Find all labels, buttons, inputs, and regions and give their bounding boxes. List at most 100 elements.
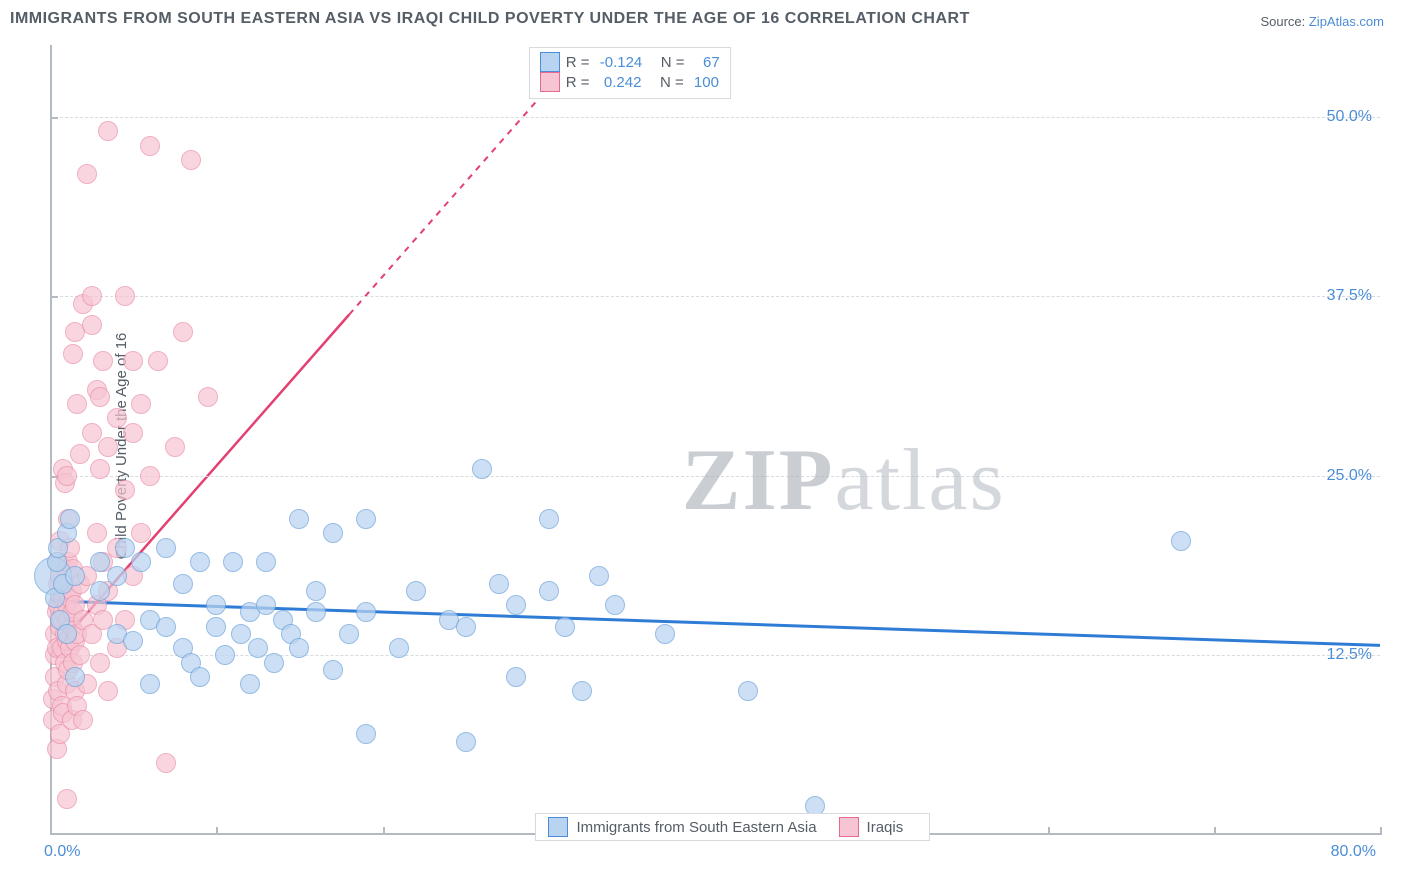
data-point xyxy=(323,523,343,543)
data-point xyxy=(1171,531,1191,551)
data-point xyxy=(107,566,127,586)
data-point xyxy=(231,624,251,644)
data-point xyxy=(306,602,326,622)
data-point xyxy=(156,753,176,773)
data-point xyxy=(165,437,185,457)
data-point xyxy=(472,459,492,479)
data-point xyxy=(206,595,226,615)
data-point xyxy=(73,710,93,730)
data-point xyxy=(738,681,758,701)
source-prefix: Source: xyxy=(1260,14,1308,29)
data-point xyxy=(240,674,260,694)
data-point xyxy=(60,509,80,529)
correlation-stats-legend: R = -0.124 N = 67R = 0.242 N = 100 xyxy=(529,47,731,99)
data-point xyxy=(115,286,135,306)
data-point xyxy=(206,617,226,637)
data-point xyxy=(65,566,85,586)
data-point xyxy=(93,351,113,371)
data-point xyxy=(57,789,77,809)
data-point xyxy=(215,645,235,665)
source-link[interactable]: ZipAtlas.com xyxy=(1309,14,1384,29)
data-point xyxy=(456,617,476,637)
data-point xyxy=(82,423,102,443)
legend-swatch xyxy=(540,72,560,92)
y-tick xyxy=(50,296,58,298)
data-point xyxy=(98,121,118,141)
legend-swatch xyxy=(548,817,568,837)
data-point xyxy=(655,624,675,644)
r-value: 0.242 xyxy=(600,74,642,91)
data-point xyxy=(156,538,176,558)
data-point xyxy=(115,538,135,558)
y-tick-label: 12.5% xyxy=(1327,646,1372,664)
data-point xyxy=(190,552,210,572)
data-point xyxy=(57,624,77,644)
data-point xyxy=(323,660,343,680)
data-point xyxy=(107,408,127,428)
data-point xyxy=(223,552,243,572)
legend-swatch xyxy=(540,52,560,72)
data-point xyxy=(256,595,276,615)
data-point xyxy=(90,387,110,407)
data-point xyxy=(190,667,210,687)
data-point xyxy=(489,574,509,594)
data-point xyxy=(181,150,201,170)
data-point xyxy=(87,523,107,543)
y-tick-label: 37.5% xyxy=(1327,287,1372,305)
data-point xyxy=(70,645,90,665)
data-point xyxy=(356,602,376,622)
data-point xyxy=(140,136,160,156)
data-point xyxy=(123,351,143,371)
x-max-label: 80.0% xyxy=(1331,843,1376,861)
data-point xyxy=(67,394,87,414)
data-point xyxy=(589,566,609,586)
data-point xyxy=(173,574,193,594)
legend-label: Iraqis xyxy=(867,819,904,836)
legend-stat-row: R = 0.242 N = 100 xyxy=(540,72,720,92)
data-point xyxy=(389,638,409,658)
data-point xyxy=(605,595,625,615)
data-point xyxy=(98,681,118,701)
data-point xyxy=(82,315,102,335)
data-point xyxy=(264,653,284,673)
data-point xyxy=(506,595,526,615)
data-point xyxy=(98,437,118,457)
chart-title: IMMIGRANTS FROM SOUTH EASTERN ASIA VS IR… xyxy=(10,10,970,28)
data-point xyxy=(77,164,97,184)
data-point xyxy=(539,509,559,529)
y-tick-label: 50.0% xyxy=(1327,108,1372,126)
y-tick xyxy=(50,117,58,119)
data-point xyxy=(306,581,326,601)
data-point xyxy=(90,459,110,479)
data-point xyxy=(90,581,110,601)
data-point xyxy=(90,653,110,673)
data-point xyxy=(289,638,309,658)
data-point xyxy=(148,351,168,371)
scatter-plot-area: 12.5%25.0%37.5%50.0%0.0%80.0%ZIPatlasR =… xyxy=(50,45,1380,835)
data-point xyxy=(198,387,218,407)
data-point xyxy=(356,509,376,529)
data-point xyxy=(57,466,77,486)
data-point xyxy=(173,322,193,342)
data-point xyxy=(289,509,309,529)
data-point xyxy=(555,617,575,637)
data-point xyxy=(256,552,276,572)
r-value: -0.124 xyxy=(600,54,643,71)
data-point xyxy=(63,344,83,364)
data-point xyxy=(131,552,151,572)
data-point xyxy=(65,667,85,687)
data-point xyxy=(506,667,526,687)
x-origin-label: 0.0% xyxy=(44,843,80,861)
source-attribution: Source: ZipAtlas.com xyxy=(1260,14,1384,29)
data-point xyxy=(131,523,151,543)
data-point xyxy=(156,617,176,637)
n-value: 67 xyxy=(695,54,720,71)
data-point xyxy=(140,466,160,486)
data-point xyxy=(70,444,90,464)
data-point xyxy=(248,638,268,658)
data-point xyxy=(356,724,376,744)
legend-stat-row: R = -0.124 N = 67 xyxy=(540,52,720,72)
data-point xyxy=(456,732,476,752)
series-legend: Immigrants from South Eastern AsiaIraqis xyxy=(535,813,930,841)
legend-swatch xyxy=(839,817,859,837)
